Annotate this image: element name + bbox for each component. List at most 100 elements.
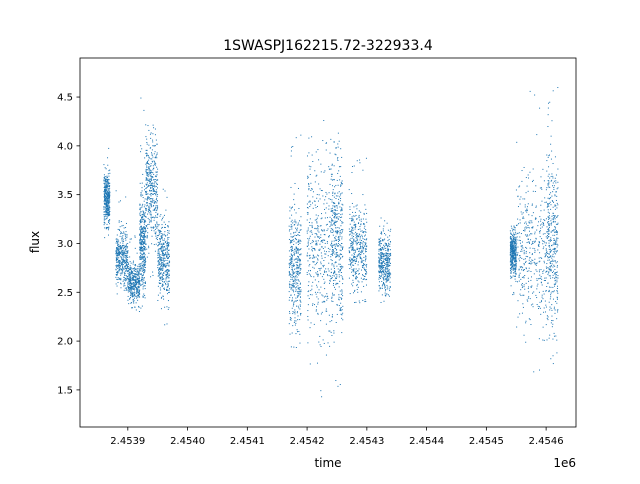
data-point	[542, 298, 544, 300]
data-point	[525, 341, 527, 343]
data-point	[164, 265, 166, 267]
data-point	[136, 273, 138, 275]
data-point	[125, 196, 127, 198]
data-point	[383, 249, 385, 251]
data-point	[522, 306, 524, 308]
data-point	[339, 271, 341, 273]
data-point	[534, 250, 536, 252]
data-point	[353, 249, 355, 251]
data-point	[307, 238, 309, 240]
data-point	[383, 300, 385, 302]
data-point	[335, 230, 337, 232]
data-point	[152, 227, 154, 229]
data-point	[309, 327, 311, 329]
data-point	[136, 292, 138, 294]
data-point	[143, 215, 145, 217]
data-point	[352, 243, 354, 245]
data-point	[116, 240, 118, 242]
data-point	[120, 268, 122, 270]
data-point	[358, 254, 360, 256]
data-point	[144, 263, 146, 265]
data-point	[160, 277, 162, 279]
data-point	[142, 264, 144, 266]
data-point	[122, 280, 124, 282]
data-point	[306, 230, 308, 232]
data-point	[143, 227, 145, 229]
data-point	[352, 279, 354, 281]
data-point	[341, 272, 343, 274]
data-point	[531, 227, 533, 229]
data-point	[166, 243, 168, 245]
data-point	[145, 202, 147, 204]
data-point	[389, 241, 391, 243]
data-point	[314, 291, 316, 293]
data-point	[362, 244, 364, 246]
data-point	[384, 284, 386, 286]
data-point	[306, 203, 308, 205]
data-point	[381, 285, 383, 287]
data-point	[513, 267, 515, 269]
data-point	[388, 260, 390, 262]
data-point	[290, 278, 292, 280]
data-point	[106, 199, 108, 201]
data-point	[350, 245, 352, 247]
data-point	[139, 265, 141, 267]
data-point	[295, 250, 297, 252]
data-point	[153, 190, 155, 192]
data-point	[338, 237, 340, 239]
data-point	[135, 278, 137, 280]
data-point	[109, 195, 111, 197]
data-point	[139, 249, 141, 251]
data-point	[106, 181, 108, 183]
data-point	[292, 283, 294, 285]
data-point	[147, 196, 149, 198]
data-point	[323, 239, 325, 241]
data-point	[158, 269, 160, 271]
data-point	[298, 240, 300, 242]
data-point	[161, 238, 163, 240]
data-point	[106, 175, 108, 177]
data-point	[530, 286, 532, 288]
data-point	[147, 180, 149, 182]
data-point	[354, 215, 356, 217]
data-point	[145, 230, 147, 232]
data-point	[142, 229, 144, 231]
data-point	[146, 208, 148, 210]
data-point	[108, 201, 109, 203]
data-point	[360, 246, 362, 248]
data-point	[155, 216, 157, 218]
data-point	[152, 145, 154, 147]
data-point	[349, 240, 351, 242]
data-point	[518, 268, 520, 270]
data-point	[141, 276, 143, 278]
data-point	[160, 258, 162, 260]
data-point	[159, 277, 161, 279]
data-point	[388, 273, 390, 275]
data-point	[535, 238, 537, 240]
data-point	[120, 221, 122, 223]
data-point	[138, 287, 140, 289]
data-point	[512, 248, 514, 250]
data-point	[123, 285, 125, 287]
data-point	[123, 252, 125, 254]
data-point	[123, 232, 125, 234]
data-point	[299, 231, 300, 233]
data-point	[155, 189, 157, 191]
data-point	[323, 171, 325, 173]
data-point	[387, 276, 389, 278]
data-point	[543, 180, 545, 182]
data-point	[538, 277, 540, 279]
data-point	[119, 252, 121, 254]
data-point	[318, 236, 320, 238]
data-point	[350, 263, 352, 265]
data-point	[142, 254, 144, 256]
data-point	[153, 160, 155, 162]
data-point	[131, 286, 133, 288]
data-point	[310, 243, 312, 245]
data-point	[124, 272, 126, 274]
data-point	[387, 274, 389, 276]
data-point	[378, 257, 380, 259]
data-point	[516, 239, 518, 241]
data-point	[107, 207, 109, 209]
data-point	[554, 244, 556, 246]
